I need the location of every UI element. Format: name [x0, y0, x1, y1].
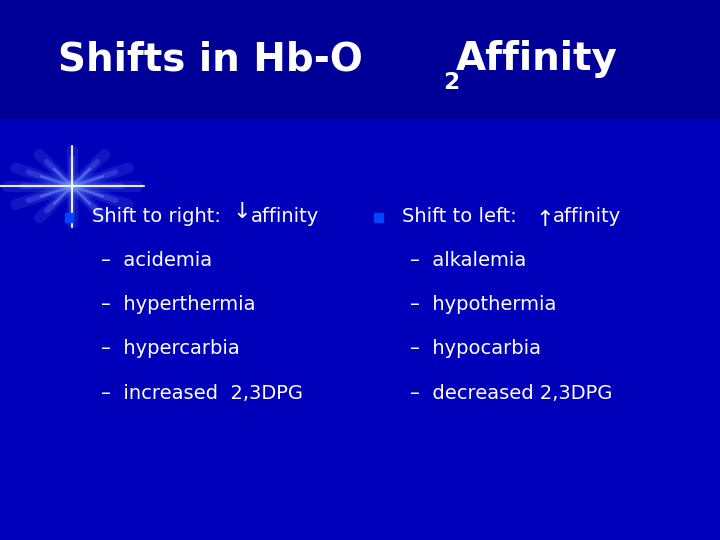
Text: affinity: affinity: [251, 206, 319, 226]
Text: Shifts in Hb-O: Shifts in Hb-O: [58, 40, 362, 78]
Text: ↑: ↑: [535, 210, 554, 231]
Text: Shift to left:: Shift to left:: [402, 206, 516, 226]
Bar: [65, 213, 73, 222]
Text: affinity: affinity: [553, 206, 621, 226]
Text: –  hypercarbia: – hypercarbia: [101, 339, 240, 359]
Text: 2: 2: [444, 71, 460, 94]
Text: –  hypothermia: – hypothermia: [410, 295, 557, 314]
Text: Shift to right:: Shift to right:: [92, 206, 221, 226]
Text: –  decreased 2,3DPG: – decreased 2,3DPG: [410, 383, 613, 403]
Text: –  alkalemia: – alkalemia: [410, 251, 526, 270]
Text: –  hypocarbia: – hypocarbia: [410, 339, 541, 359]
Bar: [0, 0, 720, 119]
Text: Affinity: Affinity: [456, 40, 618, 78]
Text: –  increased  2,3DPG: – increased 2,3DPG: [101, 383, 303, 403]
Bar: [0, 119, 720, 540]
Text: ↓: ↓: [233, 201, 251, 222]
Text: –  acidemia: – acidemia: [101, 251, 212, 270]
Text: –  hyperthermia: – hyperthermia: [101, 295, 256, 314]
Bar: [374, 213, 383, 222]
